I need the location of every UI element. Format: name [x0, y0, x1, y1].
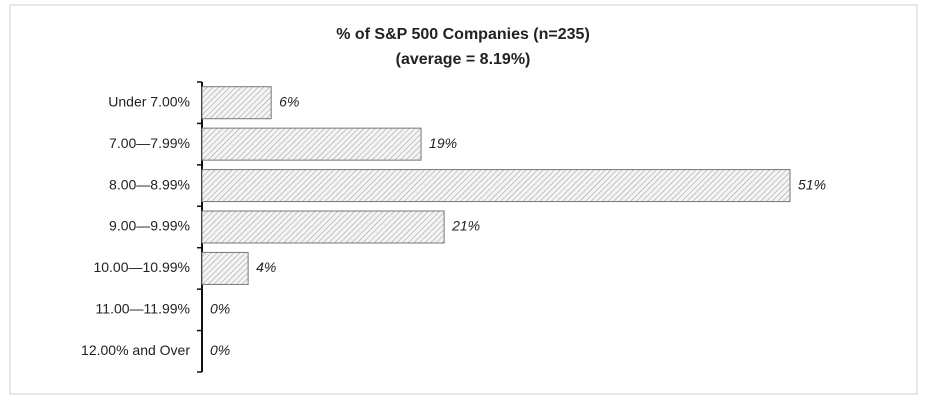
- chart-title: % of S&P 500 Companies (n=235): [336, 26, 590, 43]
- y-tick-label: 12.00% and Over: [81, 342, 190, 358]
- y-tick-label: 9.00—9.99%: [109, 218, 190, 234]
- bar: [201, 169, 791, 203]
- bar: [201, 210, 445, 244]
- value-label: 0%: [210, 342, 230, 358]
- y-tick-label: 10.00—10.99%: [93, 259, 190, 275]
- value-label: 51%: [798, 176, 826, 192]
- y-tick-label: 7.00—7.99%: [109, 135, 190, 151]
- value-label: 4%: [256, 259, 276, 275]
- y-tick-label: 8.00—8.99%: [109, 176, 190, 192]
- value-label: 21%: [451, 218, 480, 234]
- bar: [201, 127, 422, 161]
- value-label: 0%: [210, 301, 230, 317]
- chart-subtitle: (average = 8.19%): [396, 51, 531, 68]
- y-tick-label: Under 7.00%: [108, 93, 190, 109]
- bar: [201, 86, 272, 120]
- value-label: 19%: [429, 135, 457, 151]
- frame: [9, 4, 918, 395]
- y-tick-label: 11.00—11.99%: [96, 301, 190, 317]
- value-label: 6%: [279, 93, 299, 109]
- bar: [201, 251, 249, 285]
